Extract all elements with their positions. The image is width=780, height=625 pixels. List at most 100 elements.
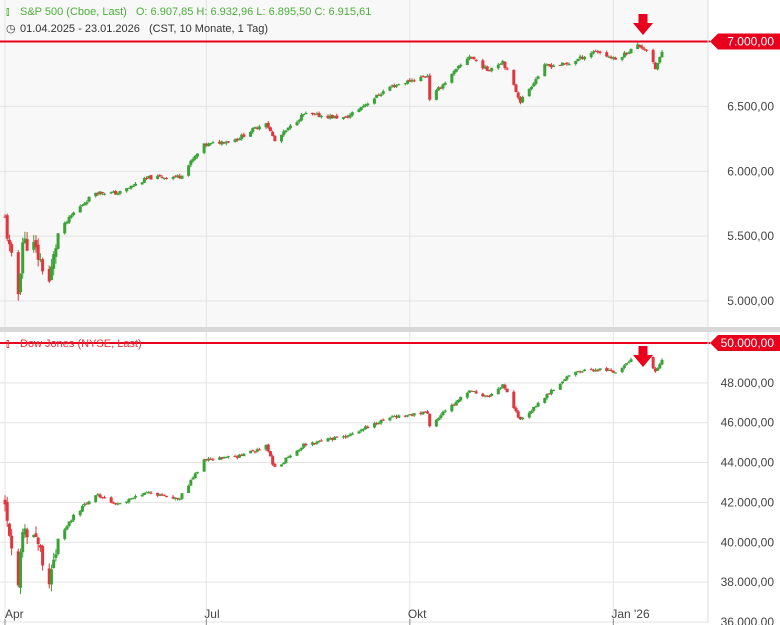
candle — [534, 405, 538, 408]
candle — [412, 412, 416, 417]
candle — [131, 184, 135, 187]
candle-body — [474, 60, 478, 62]
candle — [251, 127, 255, 134]
candle-body — [527, 412, 531, 418]
candle-body — [629, 48, 633, 54]
candle — [578, 370, 582, 374]
candle — [403, 414, 407, 418]
candle-body — [41, 546, 45, 566]
candle — [390, 414, 394, 419]
candle — [459, 63, 463, 69]
candle — [412, 78, 416, 83]
candle — [156, 492, 160, 498]
candle-body — [392, 416, 396, 418]
candle — [364, 103, 368, 108]
candle-body — [472, 57, 476, 60]
candle-body — [204, 143, 208, 146]
candle-body — [547, 393, 551, 395]
candle-body — [114, 503, 118, 505]
candle — [543, 62, 547, 77]
candle-body — [408, 79, 412, 82]
candle — [474, 59, 478, 62]
candle — [532, 81, 536, 87]
candle-body — [516, 411, 520, 418]
candle-body — [204, 459, 208, 461]
candle — [359, 106, 363, 112]
candle-body — [344, 436, 348, 438]
candle — [377, 93, 381, 96]
candle-body — [456, 65, 460, 69]
candle — [142, 492, 146, 496]
candle — [158, 173, 162, 177]
candle-body — [18, 273, 22, 293]
candle-body — [350, 112, 354, 116]
candle-body — [69, 520, 73, 522]
candle-body — [273, 464, 277, 467]
candle — [25, 232, 29, 252]
candle — [297, 448, 301, 453]
candle-body — [359, 107, 363, 111]
candle-body — [560, 62, 564, 66]
candle — [594, 368, 598, 372]
candle-body — [304, 443, 308, 446]
candle-body — [344, 116, 348, 118]
candle — [207, 142, 211, 147]
candle-body — [499, 63, 503, 65]
candle — [319, 114, 323, 119]
candle — [85, 200, 89, 206]
candle-body — [171, 496, 175, 499]
candle-body — [65, 526, 69, 530]
candle — [574, 371, 578, 377]
candle — [483, 394, 487, 398]
candle — [83, 502, 87, 507]
candle-body — [25, 239, 29, 251]
candle-body — [660, 359, 664, 365]
candle — [609, 55, 613, 60]
candle-body — [326, 438, 330, 442]
candle — [589, 367, 593, 371]
x-tick-label: Apr — [5, 607, 24, 621]
candle-body — [377, 422, 381, 424]
candle-body — [547, 64, 551, 66]
candle-body — [658, 364, 662, 369]
candle-body — [284, 457, 288, 463]
candle — [255, 447, 259, 453]
candle — [317, 111, 321, 118]
candle-body — [98, 494, 102, 498]
candle — [439, 413, 443, 420]
top-legend[interactable]: ⫾ S&P 500 (Cboe, Last) O: 6.907,85 H: 6.9… — [6, 6, 371, 19]
candle — [189, 159, 193, 167]
candle — [10, 529, 14, 556]
candle-body — [49, 266, 53, 281]
candle-body — [381, 419, 385, 421]
candle — [361, 428, 365, 432]
candle-body — [286, 127, 290, 131]
candle — [266, 121, 270, 130]
candle-body — [627, 362, 631, 364]
bottom-legend[interactable]: ⫾ Dow Jones (NYSE, Last) — [6, 338, 142, 351]
candle — [501, 59, 505, 66]
candle — [187, 164, 191, 177]
candle-body — [209, 458, 213, 460]
candle — [72, 211, 76, 217]
candle-body — [140, 182, 144, 185]
candle-body — [218, 457, 222, 460]
candle — [67, 521, 71, 528]
candle-body — [171, 177, 175, 179]
candle-body — [160, 494, 164, 496]
candle — [94, 495, 98, 503]
candle-body — [178, 175, 182, 179]
resistance-label-bg — [710, 334, 780, 351]
candle-body — [63, 529, 67, 539]
candle-body — [583, 369, 587, 371]
candle — [656, 62, 660, 71]
candle — [333, 435, 337, 441]
candle — [496, 62, 500, 70]
candle-body — [439, 415, 443, 419]
candle-body — [7, 523, 11, 536]
candle-body — [191, 477, 195, 480]
candle — [218, 456, 222, 461]
candle — [379, 92, 383, 98]
candle-body — [111, 191, 115, 193]
candle-body — [96, 192, 100, 195]
